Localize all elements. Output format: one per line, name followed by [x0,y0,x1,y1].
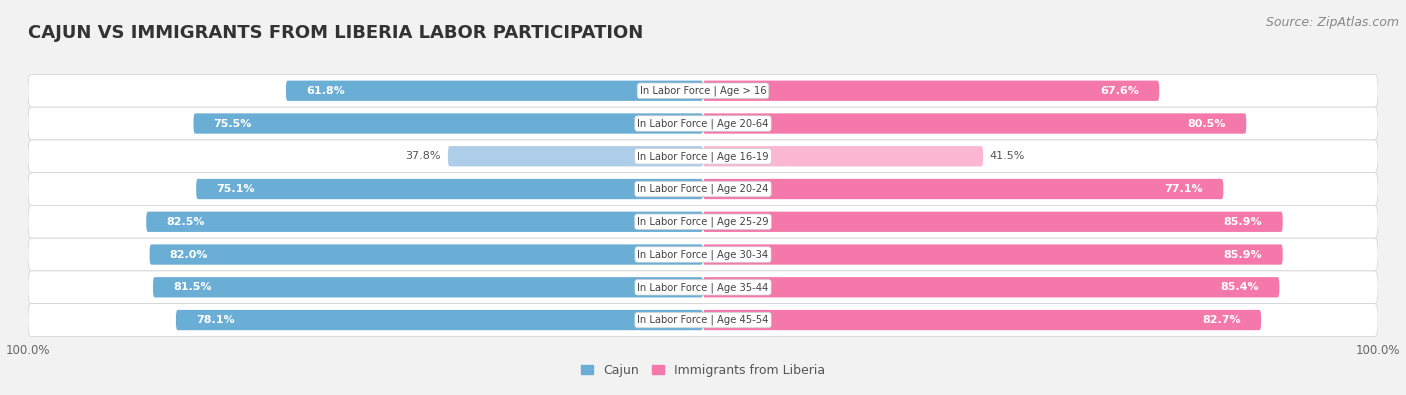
FancyBboxPatch shape [28,107,1378,140]
Text: 82.7%: 82.7% [1202,315,1241,325]
Text: In Labor Force | Age 20-24: In Labor Force | Age 20-24 [637,184,769,194]
Text: 78.1%: 78.1% [197,315,235,325]
Text: In Labor Force | Age 30-34: In Labor Force | Age 30-34 [637,249,769,260]
Text: In Labor Force | Age > 16: In Labor Force | Age > 16 [640,85,766,96]
Text: In Labor Force | Age 20-64: In Labor Force | Age 20-64 [637,118,769,129]
Text: In Labor Force | Age 45-54: In Labor Force | Age 45-54 [637,315,769,325]
FancyBboxPatch shape [28,271,1378,304]
FancyBboxPatch shape [703,81,1159,101]
FancyBboxPatch shape [703,245,1282,265]
FancyBboxPatch shape [28,205,1378,238]
Legend: Cajun, Immigrants from Liberia: Cajun, Immigrants from Liberia [576,359,830,382]
FancyBboxPatch shape [449,146,703,166]
FancyBboxPatch shape [153,277,703,297]
FancyBboxPatch shape [197,179,703,199]
Text: 37.8%: 37.8% [406,151,441,161]
Text: 85.9%: 85.9% [1223,250,1263,260]
FancyBboxPatch shape [703,146,983,166]
FancyBboxPatch shape [28,304,1378,337]
Text: 75.5%: 75.5% [214,118,252,128]
Text: CAJUN VS IMMIGRANTS FROM LIBERIA LABOR PARTICIPATION: CAJUN VS IMMIGRANTS FROM LIBERIA LABOR P… [28,24,644,41]
Text: Source: ZipAtlas.com: Source: ZipAtlas.com [1265,16,1399,29]
FancyBboxPatch shape [194,113,703,134]
FancyBboxPatch shape [28,238,1378,271]
Text: 80.5%: 80.5% [1188,118,1226,128]
Text: 82.5%: 82.5% [166,217,205,227]
Text: 61.8%: 61.8% [307,86,344,96]
FancyBboxPatch shape [146,212,703,232]
Text: 85.4%: 85.4% [1220,282,1260,292]
Text: 82.0%: 82.0% [170,250,208,260]
Text: 85.9%: 85.9% [1223,217,1263,227]
FancyBboxPatch shape [176,310,703,330]
FancyBboxPatch shape [28,173,1378,205]
FancyBboxPatch shape [149,245,703,265]
FancyBboxPatch shape [703,212,1282,232]
Text: 77.1%: 77.1% [1164,184,1204,194]
FancyBboxPatch shape [703,277,1279,297]
Text: In Labor Force | Age 25-29: In Labor Force | Age 25-29 [637,216,769,227]
Text: In Labor Force | Age 35-44: In Labor Force | Age 35-44 [637,282,769,293]
Text: 75.1%: 75.1% [217,184,254,194]
FancyBboxPatch shape [28,74,1378,107]
FancyBboxPatch shape [285,81,703,101]
Text: 81.5%: 81.5% [173,282,212,292]
Text: In Labor Force | Age 16-19: In Labor Force | Age 16-19 [637,151,769,162]
FancyBboxPatch shape [703,113,1246,134]
FancyBboxPatch shape [28,140,1378,173]
FancyBboxPatch shape [703,310,1261,330]
Text: 41.5%: 41.5% [990,151,1025,161]
FancyBboxPatch shape [703,179,1223,199]
Text: 67.6%: 67.6% [1099,86,1139,96]
